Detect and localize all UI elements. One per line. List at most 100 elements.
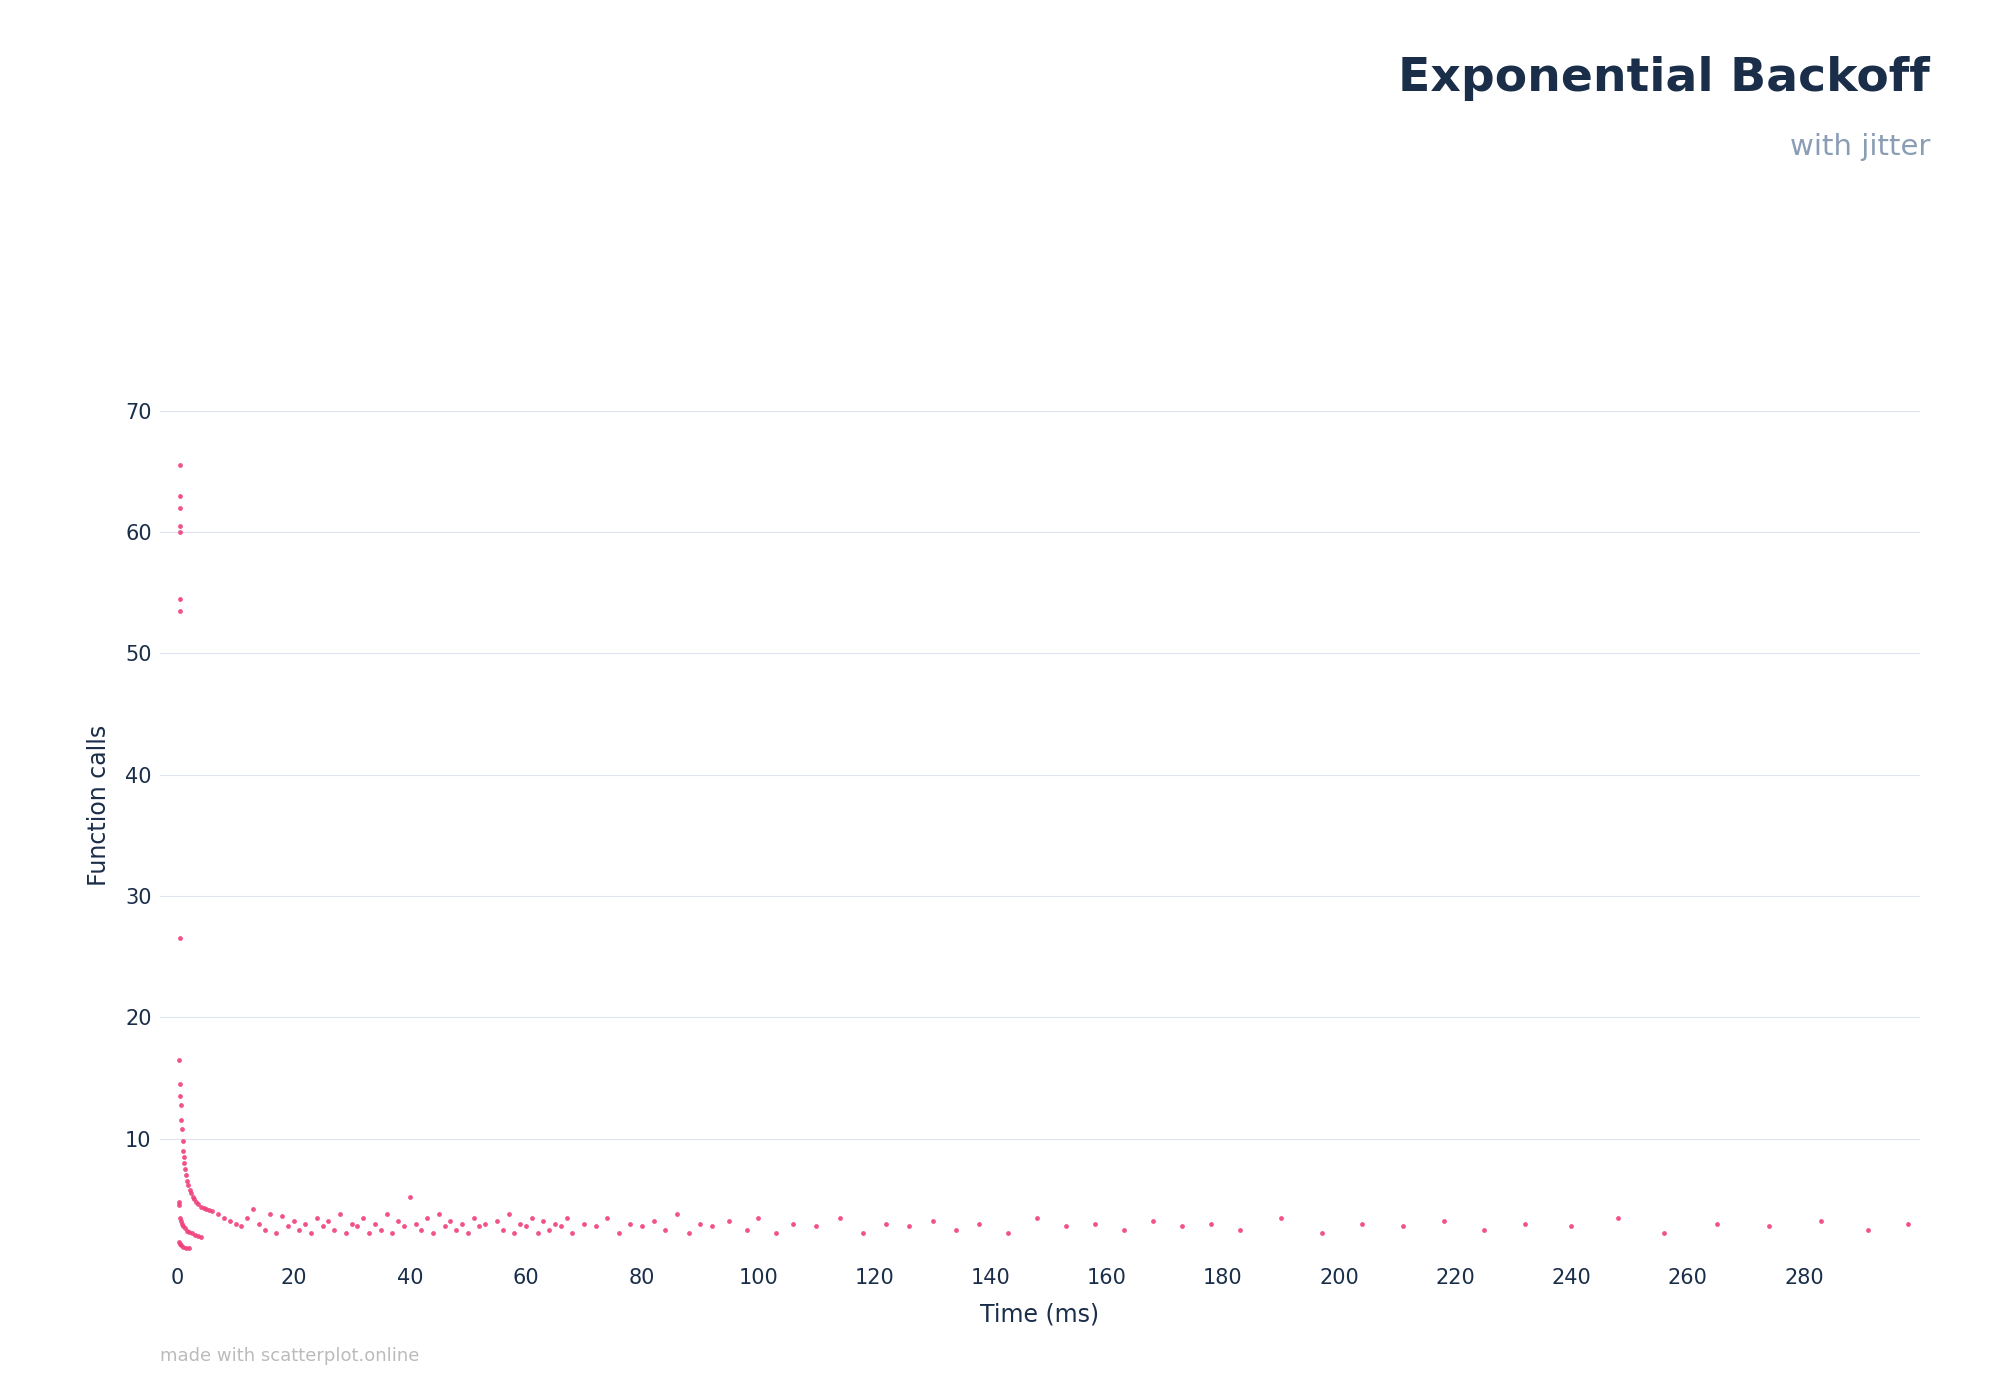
- Point: [170, 1163, 202, 1186]
- Point: [306, 1215, 338, 1238]
- Point: [336, 1212, 368, 1235]
- Point: [1852, 1218, 1884, 1240]
- Text: Exponential Backoff: Exponential Backoff: [1398, 56, 1930, 101]
- Point: [164, 1233, 196, 1256]
- Point: [166, 1109, 198, 1131]
- Point: [626, 1215, 658, 1238]
- Point: [166, 1235, 198, 1257]
- Point: [164, 1210, 196, 1232]
- Point: [492, 1203, 524, 1225]
- Point: [580, 1215, 612, 1238]
- Point: [400, 1212, 432, 1235]
- Point: [1306, 1222, 1338, 1245]
- Point: [168, 1158, 200, 1180]
- Point: [992, 1222, 1024, 1245]
- Point: [168, 1152, 200, 1175]
- Point: [406, 1218, 438, 1240]
- Point: [188, 1197, 220, 1219]
- Point: [1752, 1215, 1784, 1238]
- Point: [178, 1189, 210, 1211]
- Point: [1806, 1210, 1838, 1232]
- Point: [236, 1198, 268, 1221]
- Point: [164, 1231, 196, 1253]
- Point: [1166, 1215, 1198, 1238]
- Point: [684, 1212, 716, 1235]
- Point: [168, 1217, 200, 1239]
- Point: [296, 1222, 328, 1245]
- Point: [916, 1210, 948, 1232]
- Point: [312, 1210, 344, 1232]
- Point: [464, 1215, 496, 1238]
- Text: with jitter: with jitter: [1790, 133, 1930, 161]
- Point: [614, 1212, 646, 1235]
- Point: [556, 1222, 588, 1245]
- Point: [522, 1222, 554, 1245]
- Point: [348, 1207, 380, 1229]
- Point: [182, 1225, 214, 1247]
- Point: [164, 515, 196, 538]
- Point: [714, 1210, 746, 1232]
- Point: [266, 1205, 298, 1228]
- Point: [164, 497, 196, 519]
- X-axis label: Time (ms): Time (ms): [980, 1302, 1100, 1326]
- Point: [194, 1198, 226, 1221]
- Point: [164, 484, 196, 507]
- Point: [602, 1222, 634, 1245]
- Point: [190, 1198, 222, 1221]
- Point: [428, 1215, 460, 1238]
- Point: [538, 1212, 570, 1235]
- Point: [232, 1207, 264, 1229]
- Point: [592, 1207, 624, 1229]
- Point: [242, 1212, 274, 1235]
- Point: [528, 1210, 560, 1232]
- Point: [660, 1203, 692, 1225]
- Point: [168, 1215, 200, 1238]
- Point: [382, 1210, 414, 1232]
- Point: [434, 1210, 466, 1232]
- Point: [452, 1222, 484, 1245]
- Point: [324, 1203, 356, 1225]
- Point: [1468, 1218, 1500, 1240]
- Point: [226, 1215, 258, 1238]
- Point: [1346, 1212, 1378, 1235]
- Point: [176, 1222, 208, 1245]
- Point: [284, 1218, 316, 1240]
- Point: [166, 1212, 198, 1235]
- Point: [164, 454, 196, 476]
- Point: [184, 1196, 216, 1218]
- Point: [446, 1212, 478, 1235]
- Point: [342, 1215, 374, 1238]
- Point: [254, 1203, 286, 1225]
- Point: [354, 1222, 386, 1245]
- Point: [1892, 1212, 1924, 1235]
- Point: [1224, 1218, 1256, 1240]
- Text: made with scatterplot.online: made with scatterplot.online: [160, 1347, 420, 1365]
- Point: [458, 1207, 490, 1229]
- Point: [480, 1210, 512, 1232]
- Point: [166, 1117, 198, 1140]
- Point: [730, 1218, 762, 1240]
- Point: [824, 1207, 856, 1229]
- Point: [168, 1140, 200, 1162]
- Point: [1388, 1215, 1420, 1238]
- Point: [846, 1222, 878, 1245]
- Point: [1080, 1212, 1112, 1235]
- Point: [422, 1203, 454, 1225]
- Point: [174, 1182, 206, 1204]
- Point: [260, 1222, 292, 1245]
- Point: [638, 1210, 670, 1232]
- Point: [272, 1215, 304, 1238]
- Point: [164, 1085, 196, 1107]
- Point: [162, 1194, 194, 1217]
- Point: [550, 1207, 582, 1229]
- Point: [330, 1222, 362, 1245]
- Point: [208, 1207, 240, 1229]
- Point: [940, 1218, 972, 1240]
- Point: [174, 1236, 206, 1259]
- Point: [174, 1221, 206, 1243]
- Point: [164, 599, 196, 622]
- Point: [470, 1212, 502, 1235]
- Point: [184, 1226, 216, 1249]
- Point: [376, 1222, 408, 1245]
- Point: [170, 1219, 202, 1242]
